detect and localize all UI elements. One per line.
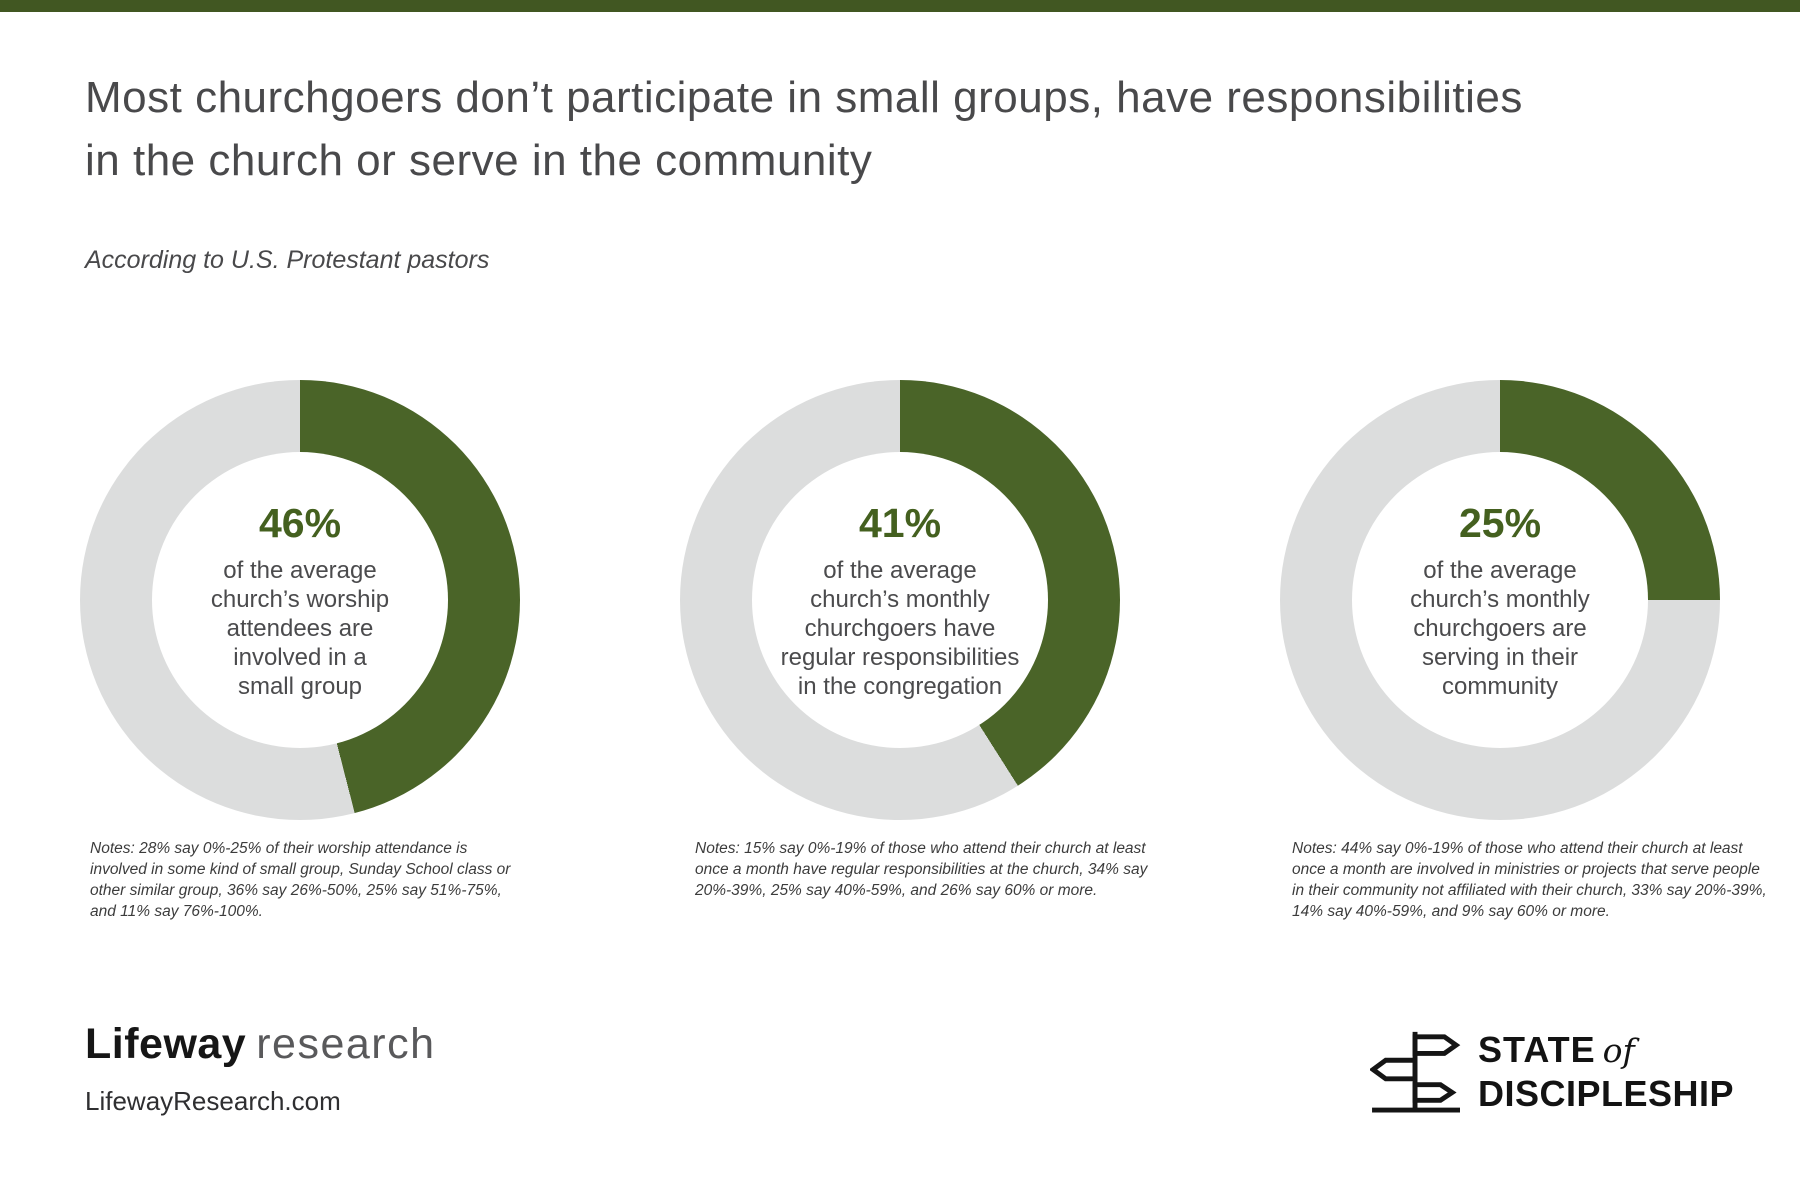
state-of-discipleship-wordmark: STATE of DISCIPLESHIP bbox=[1478, 1026, 1734, 1112]
lifeway-logo-wordmark: Lifeway bbox=[85, 1020, 247, 1068]
donut-caption-line: of the average bbox=[1423, 556, 1577, 584]
donut-caption-line: church’s worship bbox=[210, 585, 390, 613]
donut-caption-line: community bbox=[1441, 672, 1559, 700]
donut-hole bbox=[1352, 452, 1648, 748]
chart-note-responsibilities: Notes: 15% say 0%-19% of those who atten… bbox=[695, 840, 1148, 899]
brand-line-2: DISCIPLESHIP bbox=[1478, 1073, 1735, 1114]
donut-chart-small-group: 46% of the average church’s worship atte… bbox=[80, 380, 520, 820]
brand-of: of bbox=[1602, 1031, 1635, 1070]
lifeway-logo-research: research bbox=[256, 1020, 436, 1068]
donut-caption-line: small group bbox=[237, 672, 363, 700]
donut-caption-line: church’s monthly bbox=[810, 585, 990, 613]
donut-caption-line: of the average bbox=[223, 556, 377, 584]
donut-caption-line: churchgoers have bbox=[804, 614, 996, 642]
page-title-line-2: in the church or serve in the community bbox=[85, 136, 873, 185]
top-accent-bar bbox=[0, 0, 1800, 12]
lifeway-research-logo: Lifeway research bbox=[85, 1020, 436, 1069]
donut-chart-responsibilities: 41% of the average church’s monthly chur… bbox=[680, 380, 1120, 820]
page-subtitle: According to U.S. Protestant pastors bbox=[85, 246, 490, 274]
donut-center-label: 41% of the average church’s monthly chur… bbox=[680, 380, 1120, 820]
website-url: LifewayResearch.com bbox=[85, 1086, 341, 1116]
donut-hole bbox=[752, 452, 1048, 748]
donut-caption-line: in the congregation bbox=[797, 672, 1003, 700]
donut-caption-line: serving in their bbox=[1421, 643, 1579, 671]
donut-caption-line: attendees are bbox=[226, 614, 374, 642]
chart-note-serving: Notes: 44% say 0%-19% of those who atten… bbox=[1292, 840, 1767, 920]
donut-percentage: 46% bbox=[258, 499, 342, 546]
donut-caption-line: involved in a bbox=[233, 643, 367, 671]
brand-state: STATE bbox=[1478, 1029, 1596, 1070]
donut-caption-line: churchgoers are bbox=[1413, 614, 1587, 642]
donut-center-label: 46% of the average church’s worship atte… bbox=[80, 380, 520, 820]
page-title-line-1: Most churchgoers don’t participate in sm… bbox=[85, 73, 1523, 122]
brand-line-1: STATE of bbox=[1478, 1032, 1734, 1068]
chart-note-small-group: Notes: 28% say 0%-25% of their worship a… bbox=[90, 840, 511, 920]
donut-hole bbox=[152, 452, 448, 748]
donut-caption-line: regular responsibilities bbox=[780, 643, 1020, 671]
state-of-discipleship-logo: STATE of DISCIPLESHIP bbox=[1370, 1026, 1734, 1114]
donut-chart-serving: 25% of the average church’s monthly chur… bbox=[1280, 380, 1720, 820]
donut-caption-line: church’s monthly bbox=[1410, 585, 1590, 613]
donut-percentage: 25% bbox=[1458, 499, 1542, 546]
donut-percentage: 41% bbox=[858, 499, 942, 546]
donut-center-label: 25% of the average church’s monthly chur… bbox=[1280, 380, 1720, 820]
signpost-icon bbox=[1370, 1031, 1461, 1113]
donut-caption-line: of the average bbox=[823, 556, 977, 584]
page-title: Most churchgoers don’t participate in sm… bbox=[85, 66, 1745, 192]
